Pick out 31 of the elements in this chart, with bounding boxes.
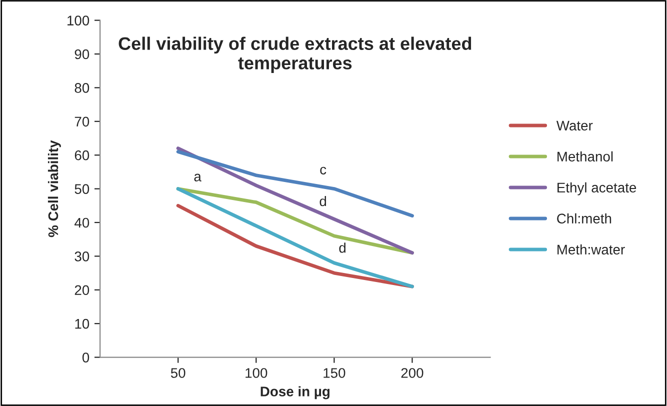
annotation: d — [339, 242, 346, 253]
x-tick-label: 100 — [246, 368, 268, 378]
legend-label: Chl:meth — [557, 213, 612, 224]
y-tick-label: 20 — [74, 285, 90, 296]
legend-label: Methanol — [558, 151, 613, 162]
legend-label: Meth:water — [558, 244, 625, 255]
y-tick-label: 70 — [74, 116, 90, 127]
x-tick-label: 200 — [401, 368, 424, 378]
text: Cell viability of crude extracts at elevated temperatures — [118, 36, 472, 73]
line-series — [176, 146, 414, 255]
y-tick-label: 90 — [74, 49, 90, 60]
y-tick-label: 40 — [74, 218, 90, 228]
y-tick-label: 50 — [74, 184, 90, 194]
legend-label: Water — [556, 120, 593, 131]
line-series — [176, 187, 414, 288]
legend-label: Ethyl acetate — [558, 182, 636, 196]
y-tick-label: 10 — [75, 318, 90, 329]
annotation: c — [320, 166, 326, 174]
line-series — [176, 187, 414, 255]
line-series — [176, 150, 414, 218]
x-tick-label: 150 — [324, 368, 346, 378]
y-tick-label: 60 — [74, 150, 90, 160]
y-tick-label: 0 — [82, 352, 90, 362]
annotation: d — [320, 196, 326, 206]
y-axis-title: % Cell viability — [48, 140, 61, 238]
x-axis-title: Dose in µg — [260, 386, 330, 400]
annotation: a — [194, 174, 202, 182]
y-tick-label: 30 — [74, 252, 90, 262]
x-tick-label: 50 — [170, 368, 186, 378]
y-tick-label: 80 — [74, 83, 90, 93]
y-tick-label: 100 — [68, 16, 90, 26]
